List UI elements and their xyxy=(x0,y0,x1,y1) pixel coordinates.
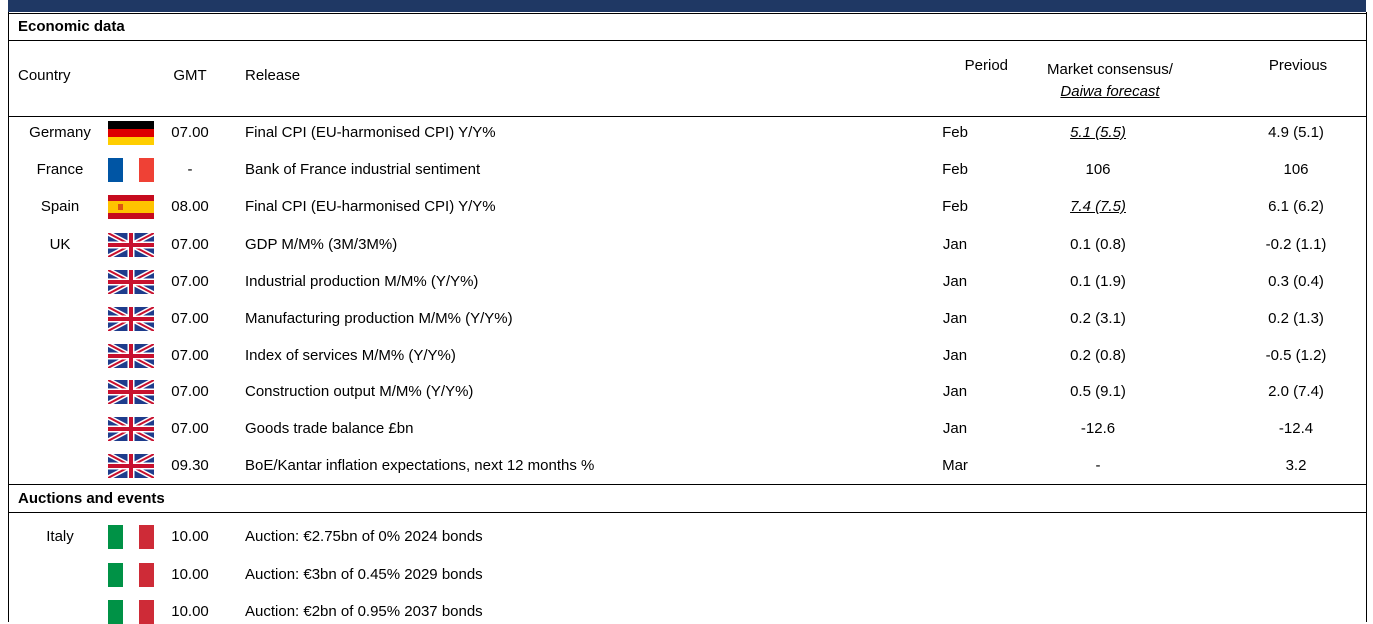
release: Industrial production M/M% (Y/Y%) xyxy=(245,273,479,290)
header: Period xyxy=(964,57,1008,74)
header: Country xyxy=(18,67,71,84)
header: Daiwa forecast xyxy=(1060,83,1160,100)
period: Jan xyxy=(942,383,968,400)
country: UK xyxy=(49,236,71,253)
flag xyxy=(108,270,154,294)
rule xyxy=(8,116,1367,117)
gmt: 07.00 xyxy=(171,310,209,327)
consensus: 0.2 (0.8) xyxy=(1070,347,1126,364)
release: Auction: €2.75bn of 0% 2024 bonds xyxy=(245,528,483,545)
consensus: 0.2 (3.1) xyxy=(1070,310,1126,327)
previous: 4.9 (5.1) xyxy=(1268,124,1324,141)
release: Manufacturing production M/M% (Y/Y%) xyxy=(245,310,513,327)
gmt: 07.00 xyxy=(171,383,209,400)
gmt: 07.00 xyxy=(171,273,209,290)
consensus: 0.1 (1.9) xyxy=(1070,273,1126,290)
release: Final CPI (EU-harmonised CPI) Y/Y% xyxy=(245,198,496,215)
consensus: - xyxy=(1095,457,1101,474)
period: Mar xyxy=(942,457,968,474)
flag xyxy=(108,307,154,331)
consensus: 0.1 (0.8) xyxy=(1070,236,1126,253)
period: Feb xyxy=(942,124,968,141)
consensus: 7.4 (7.5) xyxy=(1070,198,1126,215)
flag xyxy=(108,380,154,404)
top-bar xyxy=(8,0,1366,12)
gmt: 09.30 xyxy=(171,457,209,474)
period: Jan xyxy=(942,310,968,327)
gmt: 07.00 xyxy=(171,420,209,437)
period: Jan xyxy=(942,236,968,253)
gmt: 07.00 xyxy=(171,347,209,364)
rule xyxy=(8,13,1367,14)
border-left xyxy=(8,12,9,622)
consensus: -12.6 xyxy=(1080,420,1116,437)
release: Goods trade balance £bn xyxy=(245,420,414,437)
flag xyxy=(108,417,154,441)
header: Previous xyxy=(1268,57,1328,74)
gmt: 08.00 xyxy=(171,198,209,215)
release: Final CPI (EU-harmonised CPI) Y/Y% xyxy=(245,124,496,141)
gmt: 10.00 xyxy=(171,528,209,545)
release: Construction output M/M% (Y/Y%) xyxy=(245,383,474,400)
previous: 0.2 (1.3) xyxy=(1268,310,1324,327)
flag xyxy=(108,600,154,624)
consensus: 5.1 (5.5) xyxy=(1070,124,1126,141)
period: Feb xyxy=(942,161,968,178)
country: France xyxy=(36,161,84,178)
gmt: - xyxy=(187,161,193,178)
header: Release xyxy=(245,67,301,84)
consensus: 0.5 (9.1) xyxy=(1070,383,1126,400)
release: Auction: €3bn of 0.45% 2029 bonds xyxy=(245,566,483,583)
gmt: 07.00 xyxy=(171,236,209,253)
flag xyxy=(108,158,154,182)
previous: 0.3 (0.4) xyxy=(1268,273,1324,290)
header: GMT xyxy=(173,67,207,84)
previous: 2.0 (7.4) xyxy=(1268,383,1324,400)
gmt: 07.00 xyxy=(171,124,209,141)
release: Bank of France industrial sentiment xyxy=(245,161,481,178)
flag xyxy=(108,563,154,587)
previous: 106 xyxy=(1283,161,1309,178)
period: Jan xyxy=(942,420,968,437)
flag xyxy=(108,344,154,368)
flag xyxy=(108,454,154,478)
section-title: Economic data xyxy=(18,18,125,35)
previous: 3.2 xyxy=(1285,457,1307,474)
country: Italy xyxy=(46,528,74,545)
flag xyxy=(108,525,154,549)
previous: -12.4 xyxy=(1278,420,1314,437)
flag xyxy=(108,121,154,145)
header: Market consensus/ xyxy=(1047,61,1173,78)
border-right xyxy=(1366,12,1367,622)
country: Germany xyxy=(29,124,91,141)
rule xyxy=(8,40,1367,41)
period: Feb xyxy=(942,198,968,215)
consensus: 106 xyxy=(1085,161,1111,178)
gmt: 10.00 xyxy=(171,603,209,620)
release: Auction: €2bn of 0.95% 2037 bonds xyxy=(245,603,483,620)
period: Jan xyxy=(942,347,968,364)
release: BoE/Kantar inflation expectations, next … xyxy=(245,457,595,474)
previous: -0.5 (1.2) xyxy=(1265,347,1327,364)
rule xyxy=(8,512,1367,513)
rule xyxy=(8,484,1367,485)
flag xyxy=(108,233,154,257)
section-title: Auctions and events xyxy=(18,490,165,507)
country: Spain xyxy=(40,198,80,215)
period: Jan xyxy=(942,273,968,290)
previous: -0.2 (1.1) xyxy=(1265,236,1327,253)
flag xyxy=(108,195,154,219)
release: Index of services M/M% (Y/Y%) xyxy=(245,347,456,364)
release: GDP M/M% (3M/3M%) xyxy=(245,236,398,253)
previous: 6.1 (6.2) xyxy=(1268,198,1324,215)
gmt: 10.00 xyxy=(171,566,209,583)
